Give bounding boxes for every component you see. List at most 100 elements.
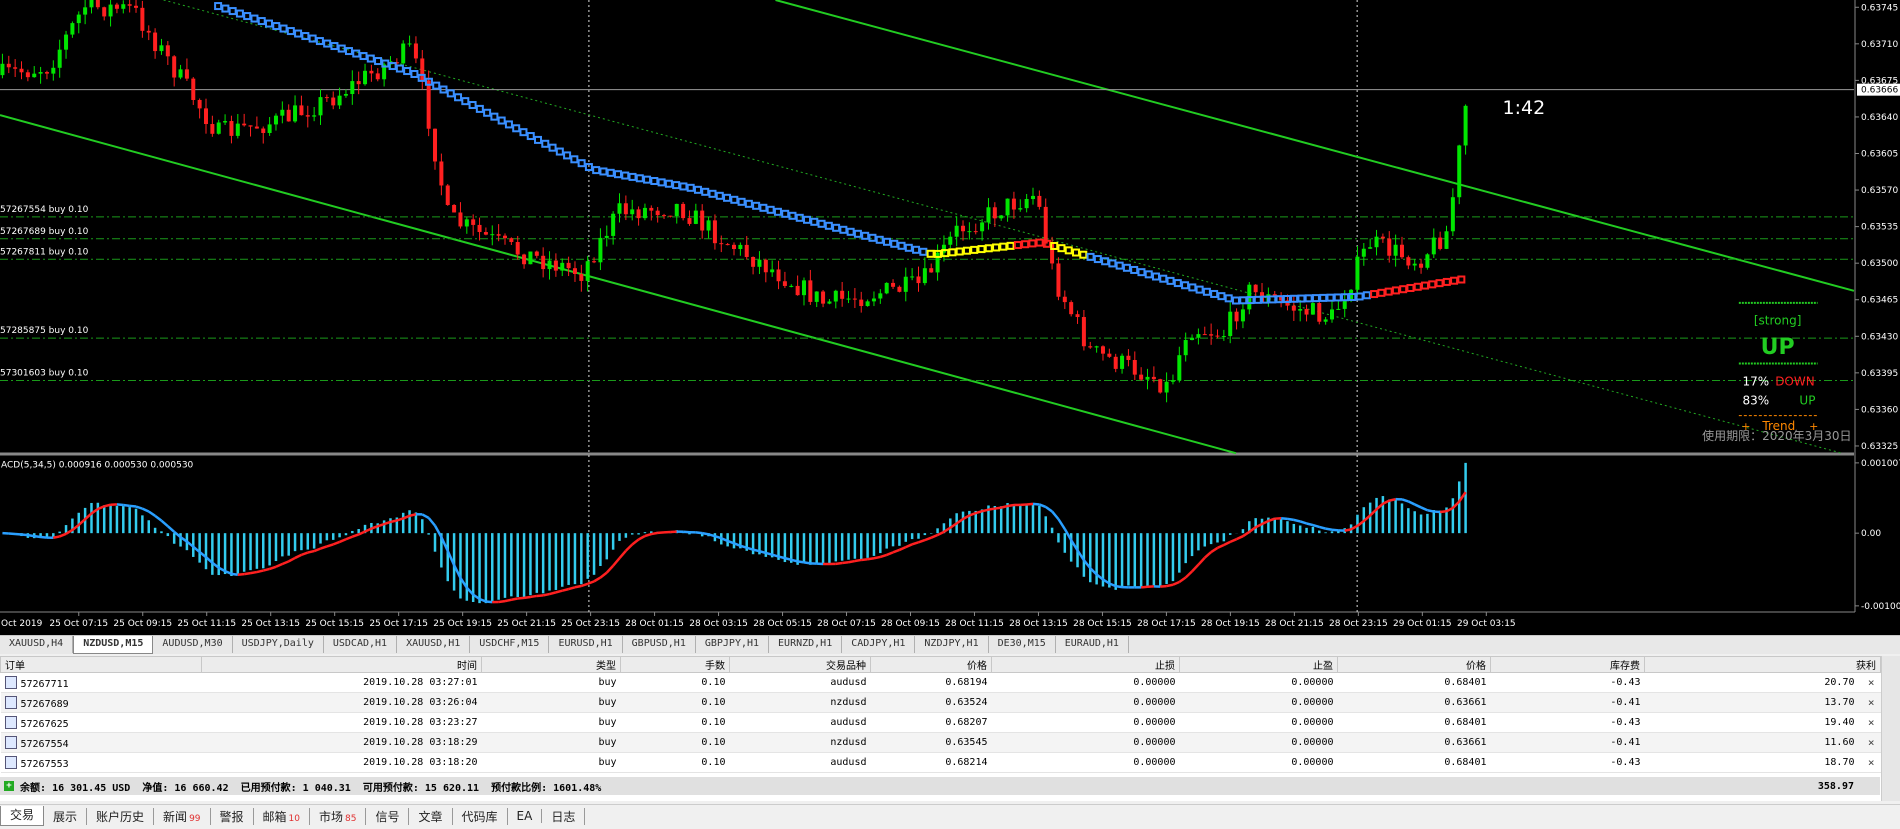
column-header[interactable]: 获利 [1644,656,1881,673]
close-button[interactable]: × [1867,716,1875,729]
candle-body [642,207,647,219]
ma-marker [512,124,521,133]
cell: 57267689 [0,692,202,713]
terminal-tabs: 交易 展示 账户历史 新闻 99 警报 邮箱 10 市场 85 信号 文章 代码库 EA 日志 [0,804,1900,827]
column-header[interactable]: 价格 [870,656,992,673]
symbol-tab[interactable]: USDCAD,H1 [324,636,398,653]
candle-body [827,301,832,304]
ma-marker [1370,290,1379,299]
cell-text: buy [598,677,617,688]
cell-text: buy [598,717,617,728]
column-header[interactable]: 时间 [201,656,482,673]
terminal-tab[interactable]: 信号 [366,807,410,825]
order-row[interactable]: 57267554 2019.10.28 03:18:29 buy 0.10 nzdusd… [0,732,1881,753]
order-icon [4,715,17,729]
macd-signal [90,507,99,515]
summary-item: 余额: 16 301.45 USD [20,779,130,794]
macd-signal [116,503,124,507]
macd-signal [1160,584,1167,588]
candle-body [114,4,119,9]
cell-text: 0.63661 [1444,737,1487,748]
ma-marker [773,207,782,216]
time-label: 28 Oct 01:15 [625,619,684,629]
time-label: 28 Oct 03:15 [689,619,748,629]
order-row[interactable]: 57267711 2019.10.28 03:27:01 buy 0.10 audusd… [0,672,1881,693]
candle-body [738,244,743,249]
column-header[interactable]: 交易品种 [729,656,871,673]
symbol-tab[interactable]: GBPUSD,H1 [623,636,696,653]
symbol-tab[interactable]: NZDUSD,M15 [73,636,154,654]
terminal-tab[interactable]: EA [508,809,543,823]
candle-body [324,97,329,99]
candle-body [1024,198,1029,209]
symbol-tab[interactable]: NZDJPY,H1 [915,636,989,653]
close-button[interactable]: × [1867,736,1875,749]
candle-body [712,220,717,244]
column-header[interactable]: 库存费 [1490,656,1645,673]
close-button[interactable]: × [1867,696,1875,709]
order-row[interactable]: 57267625 2019.10.28 03:23:27 buy 0.10 audusd… [0,712,1881,733]
macd-signal [886,551,894,557]
terminal-tab[interactable]: 市场 85 [310,807,367,825]
order-row[interactable]: 57267553 2019.10.28 03:18:20 buy 0.10 audusd… [0,752,1881,773]
column-header[interactable]: 止盈 [1179,656,1338,673]
candle-body [1183,340,1188,356]
cell-text: 0.10 [701,757,726,768]
cell: 18.70 × [1644,752,1881,773]
time-label: 25 Oct 21:15 [497,619,556,629]
macd-signal [580,582,589,588]
ma-marker [1311,294,1320,303]
symbol-tab[interactable]: XAUUSD,H1 [397,636,471,653]
symbol-tab[interactable]: EURUSD,H1 [549,636,623,653]
terminal-tab[interactable]: 邮箱 10 [254,807,310,825]
scrollbar[interactable] [1881,656,1900,801]
close-button[interactable]: × [1867,756,1875,769]
symbol-tab[interactable]: CADJPY,H1 [842,636,916,653]
symbol-tab[interactable]: EURAUD,H1 [1056,636,1129,653]
macd-signal [695,531,703,535]
ma-marker [606,168,615,177]
symbol-tab[interactable]: DE30,M15 [989,636,1056,653]
column-header[interactable]: 止损 [991,656,1180,673]
candle-body [604,235,609,238]
ma-marker [1072,248,1081,257]
symbol-tab[interactable]: XAUUSD,H4 [0,636,74,653]
macd-signal [34,534,41,539]
close-button[interactable]: × [1867,676,1875,689]
macd-signal [135,505,143,510]
ma-marker [853,229,862,238]
column-header[interactable]: 手数 [620,656,730,673]
macd-signal [746,546,754,551]
terminal-tab[interactable]: 展示 [44,807,88,825]
terminal-tab[interactable]: 警报 [211,807,254,825]
terminal-tab[interactable]: 交易 [0,806,45,826]
symbol-tab[interactable]: EURNZD,H1 [769,636,843,653]
symbol-tab[interactable]: USDCHF,M15 [470,636,550,653]
terminal-tab[interactable]: 文章 [409,807,453,825]
column-header[interactable]: 价格 [1337,656,1491,673]
candle-body [693,210,698,224]
order-row[interactable]: 57267689 2019.10.28 03:26:04 buy 0.10 nzdusd… [0,692,1881,713]
symbol-tab[interactable]: AUDUSD,M30 [153,636,233,653]
candle-body [1209,334,1214,336]
symbol-tab[interactable]: GBPJPY,H1 [696,636,770,653]
terminal-tab[interactable]: 日志 [542,807,586,825]
terminal-tab[interactable]: 账户历史 [87,807,155,825]
candle-body [471,219,476,225]
time-label: 29 Oct 01:15 [1393,619,1452,629]
macd-signal [962,514,970,521]
price-label: 0.63465 [1861,296,1898,306]
ma-marker [439,85,448,94]
time-label: 29 Oct 03:15 [1457,619,1516,629]
macd-signal [530,594,537,599]
terminal-tab[interactable]: 代码库 [453,807,508,825]
terminal-tab[interactable]: 新闻 99 [154,807,211,825]
column-header[interactable]: 类型 [481,656,621,673]
macd-signal [784,556,792,562]
candle-body [1336,308,1341,310]
symbol-tab[interactable]: USDJPY,Daily [233,636,324,653]
candle-body [394,62,399,64]
candle-body [776,269,781,282]
current-price-box [1857,83,1900,96]
column-header[interactable]: 订单 [0,656,202,673]
